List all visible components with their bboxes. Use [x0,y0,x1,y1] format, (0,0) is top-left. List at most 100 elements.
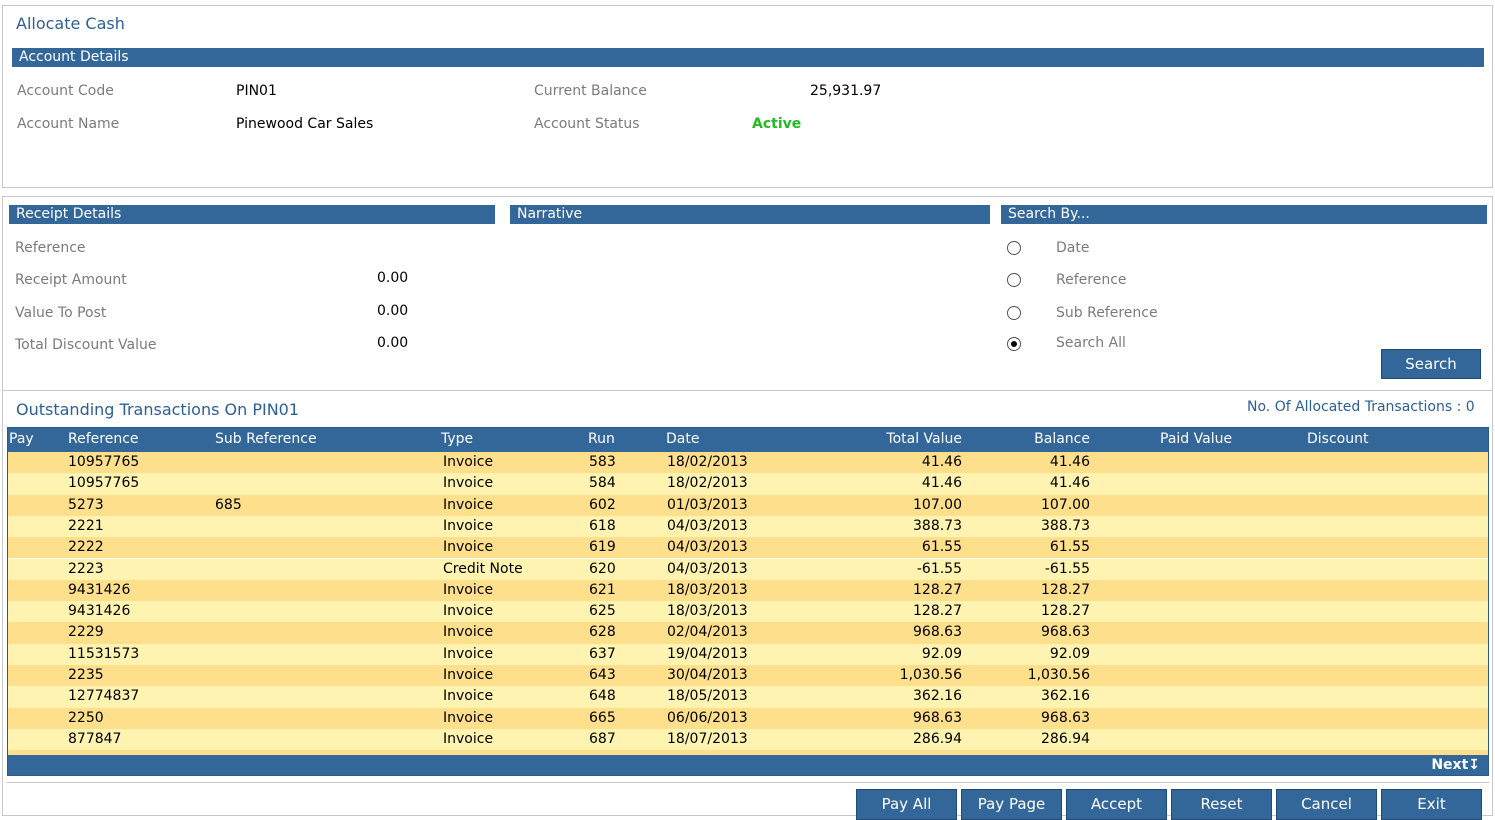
col-discount: Discount [1307,431,1369,447]
table-row[interactable]: 9431426 Invoice 625 18/03/2013 128.27 128.27 [8,601,1488,623]
type-cell: Invoice [443,709,494,726]
balance-cell: 107.00 [1041,496,1090,513]
table-row[interactable]: 9431426 Invoice 621 18/03/2013 128.27 128.27 [8,579,1488,602]
table-row[interactable]: 877847 Invoice 687 18/07/2013 286.94 286.94 [8,728,1488,751]
type-cell: Invoice [443,603,494,620]
reference-cell: 10957765 [68,475,140,492]
total-value-cell: -61.55 [916,560,962,577]
radio-sub-reference[interactable] [1007,306,1021,320]
type-cell: Invoice [443,624,494,641]
table-row[interactable]: 10957765 Invoice 584 18/02/2013 41.46 41.46 [8,473,1488,495]
radio-date[interactable] [1007,241,1021,255]
date-cell: 19/04/2013 [667,645,748,662]
type-cell: Invoice [443,517,494,534]
type-cell: Invoice [443,539,494,556]
table-row[interactable]: 2223 Credit Note 620 04/03/2013 -61.55 -61.55 [8,558,1488,580]
table-row[interactable]: 2250 Invoice 665 06/06/2013 968.63 968.63 [8,707,1488,729]
run-cell: 618 [589,517,616,534]
table-row[interactable]: 2235 Invoice 643 30/04/2013 1,030.56 1,030.56 [8,665,1488,687]
date-cell: 06/06/2013 [667,709,748,726]
reference-cell: 5273 [68,496,104,513]
account-status-value: Active [752,116,802,132]
table-row[interactable]: 5273 685 Invoice 602 01/03/2013 107.00 107.00 [8,494,1488,516]
reference-cell: 9431426 [68,603,131,620]
run-cell: 625 [589,603,616,620]
accept-button[interactable]: Accept [1066,789,1167,820]
total-value-cell: 61.55 [921,539,962,556]
reference-cell: 10957765 [68,454,140,470]
table-row[interactable]: 12774837 Invoice 648 18/05/2013 362.16 362.16 [8,686,1488,708]
next-link[interactable]: Next↧ [1431,755,1480,775]
table-row[interactable]: 2221 Invoice 618 04/03/2013 388.73 388.73 [8,515,1488,538]
balance-cell: 41.46 [1049,475,1090,492]
radio-search-all[interactable] [1007,337,1021,351]
exit-button[interactable]: Exit [1381,789,1482,820]
run-cell: 648 [589,688,616,705]
balance-cell: 92.09 [1049,645,1090,662]
col-pay: Pay [9,431,34,447]
receipt-details-header: Receipt Details [9,205,495,224]
table-row[interactable]: 2229 Invoice 628 02/04/2013 968.63 968.63 [8,622,1488,644]
run-cell: 665 [589,709,616,726]
balance-cell: 968.63 [1041,624,1090,641]
balance-cell: 362.16 [1041,688,1090,705]
total-value-cell: 1,030.56 [899,667,962,683]
run-cell: 619 [589,539,616,556]
search-button[interactable]: Search [1381,349,1481,379]
pay-page-button[interactable]: Pay Page [961,789,1062,820]
reference-cell: 2222 [68,539,104,556]
col-sub-reference: Sub Reference [215,431,317,447]
type-cell: Invoice [443,581,494,598]
total-value-cell: 128.27 [913,603,962,620]
table-row[interactable]: 10957765 Invoice 583 18/02/2013 41.46 41.46 [8,452,1488,474]
balance-cell: 968.63 [1041,709,1090,726]
radio-sub-reference-label[interactable]: Sub Reference [1056,305,1158,321]
reference-cell: 9431426 [68,581,131,598]
type-cell: Invoice [443,475,494,492]
cancel-button[interactable]: Cancel [1276,789,1377,820]
col-balance: Balance [1034,431,1090,447]
date-cell: 18/05/2013 [667,688,748,705]
current-balance-value: 25,931.97 [810,83,882,99]
type-cell: Credit Note [443,560,523,577]
radio-search-all-label[interactable]: Search All [1056,335,1126,351]
allocated-count: 0 [1465,399,1475,415]
date-cell: 04/03/2013 [667,539,748,556]
table-filler [8,750,1488,757]
balance-cell: 128.27 [1041,603,1090,620]
table-row[interactable]: 2222 Invoice 619 04/03/2013 61.55 61.55 [8,537,1488,559]
date-cell: 30/04/2013 [667,667,748,683]
reset-button[interactable]: Reset [1171,789,1272,820]
account-code-label: Account Code [17,83,114,99]
col-run: Run [588,431,615,447]
total-value-cell: 388.73 [913,517,962,534]
reference-cell: 12774837 [68,688,140,705]
run-cell: 628 [589,624,616,641]
account-panel [2,5,1493,188]
account-details-header: Account Details [12,48,1484,67]
reference-label: Reference [15,240,86,256]
radio-reference-label[interactable]: Reference [1056,272,1127,288]
col-total-value: Total Value [886,431,962,447]
run-cell: 637 [589,645,616,662]
account-name-value: Pinewood Car Sales [236,116,374,132]
table-row[interactable]: 11531573 Invoice 637 19/04/2013 92.09 92.09 [8,643,1488,665]
radio-reference[interactable] [1007,273,1021,287]
divider [3,390,1492,391]
date-cell: 01/03/2013 [667,496,748,513]
radio-date-label[interactable]: Date [1056,240,1090,256]
run-cell: 687 [589,730,616,747]
run-cell: 643 [589,667,616,683]
allocated-transactions: No. Of Allocated Transactions : 0 [1247,399,1475,415]
total-value-cell: 41.46 [921,475,962,492]
type-cell: Invoice [443,454,494,470]
balance-cell: -61.55 [1044,560,1090,577]
total-discount-label: Total Discount Value [15,337,157,353]
account-code-value: PIN01 [236,83,277,99]
run-cell: 620 [589,560,616,577]
date-cell: 18/03/2013 [667,581,748,598]
balance-cell: 41.46 [1049,454,1090,470]
page-title: Allocate Cash [16,14,125,33]
date-cell: 02/04/2013 [667,624,748,641]
pay-all-button[interactable]: Pay All [856,789,957,820]
